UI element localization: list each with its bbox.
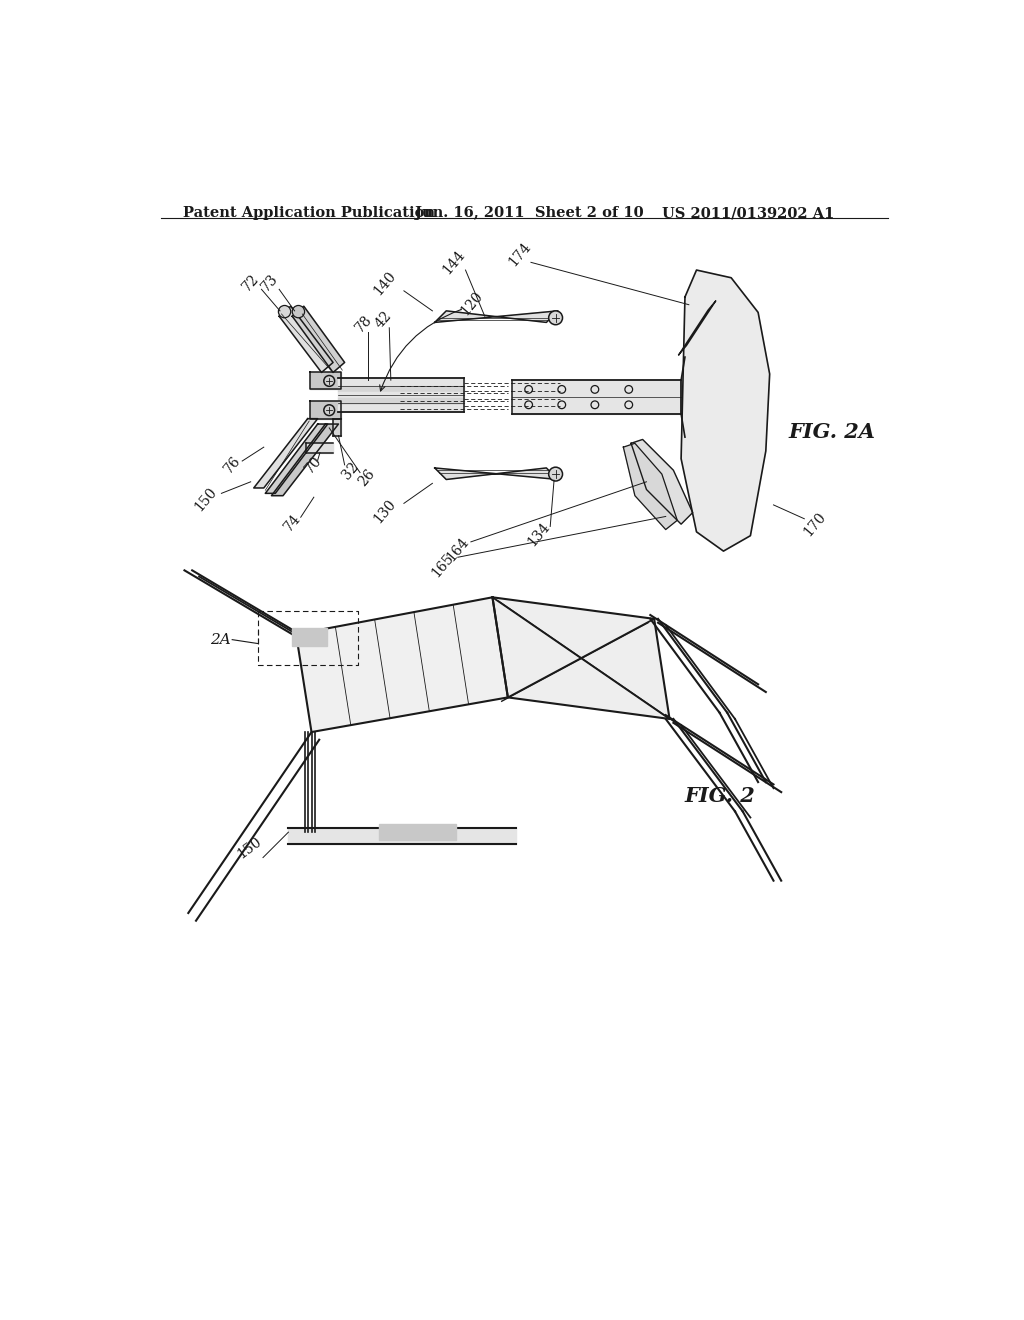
Circle shape [292, 305, 304, 318]
Text: 120: 120 [458, 289, 485, 318]
Text: 32: 32 [340, 459, 361, 482]
Text: 73: 73 [259, 272, 281, 294]
Text: 70: 70 [303, 454, 325, 477]
Polygon shape [254, 418, 317, 488]
Circle shape [279, 305, 291, 318]
Polygon shape [339, 385, 464, 392]
Text: 150: 150 [236, 834, 264, 861]
Polygon shape [306, 444, 333, 453]
Text: US 2011/0139202 A1: US 2011/0139202 A1 [662, 206, 835, 220]
Circle shape [324, 376, 335, 387]
Text: 144: 144 [440, 248, 468, 277]
Text: 150: 150 [193, 484, 220, 513]
Polygon shape [681, 271, 770, 552]
Polygon shape [271, 424, 339, 496]
Text: 164: 164 [444, 535, 472, 564]
Text: FIG. 2: FIG. 2 [685, 785, 756, 807]
Text: FIG. 2A: FIG. 2A [788, 422, 876, 442]
Circle shape [549, 467, 562, 480]
Polygon shape [624, 444, 677, 529]
Polygon shape [292, 306, 345, 372]
Text: Patent Application Publication: Patent Application Publication [183, 206, 435, 220]
Circle shape [324, 405, 335, 416]
Text: 140: 140 [371, 268, 398, 298]
Text: 74: 74 [282, 511, 303, 533]
Text: 134: 134 [524, 520, 553, 549]
Text: 72: 72 [240, 272, 262, 294]
Polygon shape [339, 405, 464, 411]
Text: 174: 174 [506, 240, 534, 269]
Polygon shape [493, 598, 670, 719]
Polygon shape [435, 469, 558, 479]
Polygon shape [310, 372, 341, 389]
Polygon shape [512, 380, 681, 414]
Polygon shape [435, 312, 558, 322]
Text: 2A: 2A [210, 632, 230, 647]
Polygon shape [333, 418, 341, 436]
Polygon shape [292, 628, 327, 645]
Text: 42: 42 [372, 309, 394, 331]
Polygon shape [339, 397, 464, 404]
Polygon shape [379, 825, 456, 840]
Text: 165: 165 [429, 550, 457, 579]
Text: 130: 130 [371, 496, 398, 525]
Text: 78: 78 [353, 313, 375, 335]
Polygon shape [339, 379, 464, 385]
Text: 170: 170 [801, 510, 828, 539]
Polygon shape [310, 401, 341, 418]
Polygon shape [289, 829, 515, 843]
Text: 76: 76 [222, 454, 244, 477]
Text: Jun. 16, 2011  Sheet 2 of 10: Jun. 16, 2011 Sheet 2 of 10 [416, 206, 644, 220]
Polygon shape [679, 301, 716, 355]
Text: 26: 26 [355, 467, 377, 490]
Polygon shape [296, 598, 508, 733]
Polygon shape [280, 306, 333, 372]
Polygon shape [339, 392, 464, 397]
Polygon shape [631, 440, 692, 524]
Circle shape [549, 312, 562, 325]
Polygon shape [265, 424, 328, 494]
